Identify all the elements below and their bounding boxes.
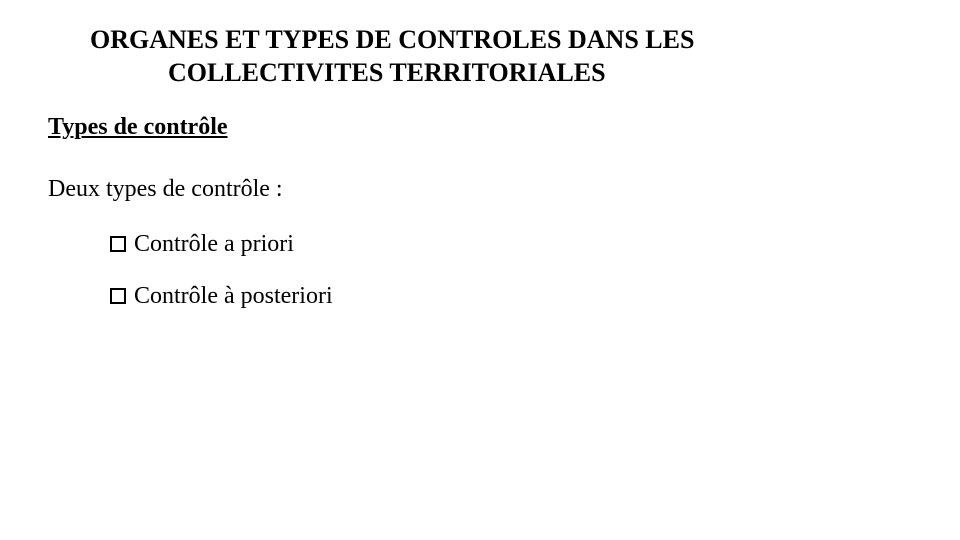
square-bullet-icon xyxy=(110,288,126,304)
title-line-1: ORGANES ET TYPES DE CONTROLES DANS LES xyxy=(90,25,694,54)
slide: ORGANES ET TYPES DE CONTROLES DANS LES C… xyxy=(0,0,960,540)
slide-title: ORGANES ET TYPES DE CONTROLES DANS LES C… xyxy=(90,24,870,89)
square-bullet-icon xyxy=(110,236,126,252)
bullet-text: Contrôle à posteriori xyxy=(134,284,333,308)
bullet-text: Contrôle a priori xyxy=(134,232,294,256)
section-heading: Types de contrôle xyxy=(48,114,228,141)
bullet-list: Contrôle a priori Contrôle à posteriori xyxy=(110,232,333,336)
title-line-2: COLLECTIVITES TERRITORIALES xyxy=(90,57,870,90)
intro-text: Deux types de contrôle : xyxy=(48,176,283,203)
list-item: Contrôle a priori xyxy=(110,232,333,256)
list-item: Contrôle à posteriori xyxy=(110,284,333,308)
